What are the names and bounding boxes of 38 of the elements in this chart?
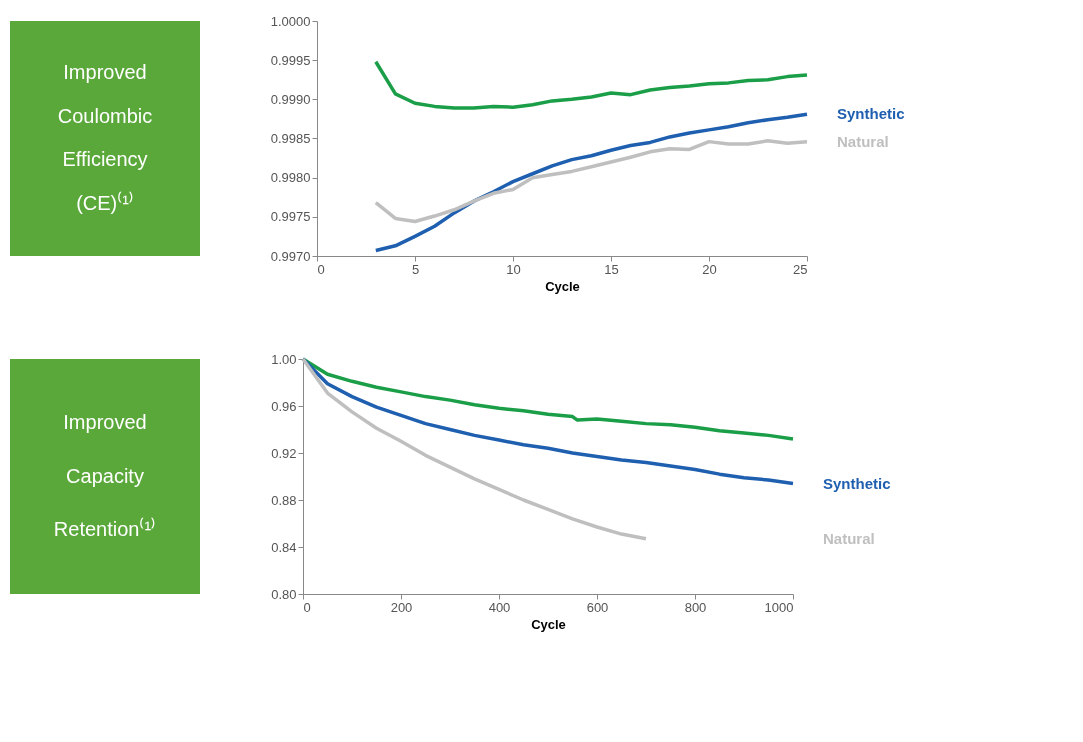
- x-tick-label: 15: [604, 261, 619, 277]
- x-tick-label: 400: [488, 599, 511, 615]
- chart-title: Improved Capacity Retention⁽¹⁾: [53, 411, 157, 540]
- x-tick-label: 600: [586, 599, 609, 615]
- y-tick-label: 0.9985: [270, 131, 311, 146]
- line-series: [374, 139, 809, 224]
- y-tick-label: 0.9970: [270, 248, 311, 264]
- x-tick-label: 200: [390, 599, 413, 615]
- y-tick-label: 0.9990: [270, 91, 311, 107]
- y-tick-label: 0.80: [271, 586, 297, 602]
- line-series: [374, 59, 809, 110]
- line-series: [374, 112, 809, 253]
- text: Synthetic: [837, 105, 905, 123]
- y-tick-label: 0.9975: [270, 209, 311, 225]
- line-series: [301, 357, 795, 486]
- x-tick-label: 25: [793, 261, 808, 277]
- y-tick-label: 0.9995: [270, 52, 311, 68]
- x-tick-label: 10: [506, 261, 521, 277]
- y-tick-label: 0.88: [271, 492, 297, 508]
- text: Improved Coulombic Efficiency (CE)⁽¹⁾: [57, 61, 153, 214]
- y-tick-label: 1.00: [271, 351, 297, 367]
- line-series: [301, 357, 648, 541]
- x-tick-label: 800: [684, 599, 707, 615]
- text: Natural: [837, 132, 889, 150]
- y-tick-label: 0.9980: [270, 170, 311, 186]
- text: Synthetic: [823, 474, 891, 492]
- y-tick-label: 0.96: [271, 398, 297, 414]
- y-tick-label: 1.0000: [270, 13, 311, 29]
- y-tick-label: 0.92: [271, 445, 297, 461]
- x-tick-label: 20: [702, 261, 717, 277]
- x-tick-label: 5: [411, 261, 420, 277]
- x-tick-label: 0: [317, 261, 325, 277]
- text: Natural: [823, 529, 875, 547]
- y-tick-label: 0.84: [271, 539, 297, 555]
- x-axis-title: Cycle: [545, 278, 580, 294]
- x-tick-label: 1000: [764, 599, 794, 615]
- x-tick-label: 0: [303, 599, 311, 615]
- x-axis-title: Cycle: [531, 616, 566, 632]
